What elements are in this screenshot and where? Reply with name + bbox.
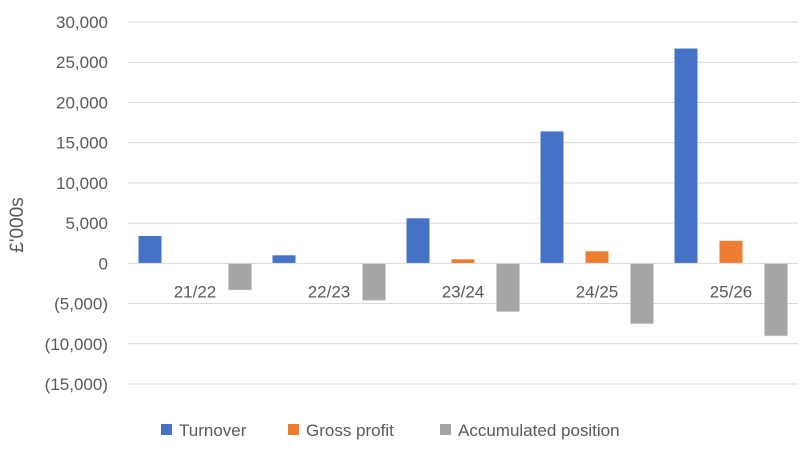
legend-label: Accumulated position: [458, 421, 620, 440]
bar-gross-profit-23-24: [451, 259, 475, 264]
category-label: 23/24: [442, 282, 485, 301]
y-tick-label: 10,000: [56, 174, 108, 193]
y-tick-label: (15,000): [45, 375, 108, 394]
y-tick-label: 15,000: [56, 134, 108, 153]
category-label: 25/26: [710, 282, 753, 301]
legend-label: Gross profit: [306, 421, 394, 440]
y-tick-label: 20,000: [56, 93, 108, 112]
bar-turnover-24-25: [540, 131, 564, 264]
y-axis-label: £'000s: [7, 197, 28, 252]
category-labels: 21/22 22/23 23/24 24/25 25/26: [174, 282, 753, 301]
y-tick-label: 0: [99, 254, 108, 273]
y-tick-label: (10,000): [45, 335, 108, 354]
bar-turnover-25-26: [674, 48, 698, 264]
bar-gross-profit-24-25: [585, 251, 609, 264]
bar-accumulated-position-23-24: [496, 263, 520, 312]
gridlines: [128, 21, 798, 385]
category-label: 21/22: [174, 282, 217, 301]
bar-accumulated-position-22-23: [362, 263, 386, 301]
y-tick-label: 5,000: [65, 214, 108, 233]
legend-label: Turnover: [179, 421, 247, 440]
y-axis-ticks: 30,000 25,000 20,000 15,000 10,000 5,000 0 (5,0…: [45, 13, 108, 394]
category-label: 24/25: [576, 282, 619, 301]
legend: Turnover Gross profit Accumulated position: [161, 421, 620, 440]
bar-accumulated-position-24-25: [630, 263, 654, 324]
legend-swatch: [161, 424, 172, 435]
bar-turnover-21-22: [138, 235, 162, 264]
bar-gross-profit-25-26: [719, 240, 743, 264]
bar-turnover-22-23: [272, 255, 296, 264]
legend-swatch: [288, 424, 299, 435]
y-tick-label: (5,000): [54, 295, 108, 314]
legend-swatch: [440, 424, 451, 435]
bar-turnover-23-24: [406, 218, 430, 264]
bar-accumulated-position-25-26: [764, 263, 788, 336]
bars: [138, 48, 788, 336]
y-tick-label: 30,000: [56, 13, 108, 32]
bar-accumulated-position-21-22: [228, 263, 252, 290]
y-tick-label: 25,000: [56, 53, 108, 72]
category-label: 22/23: [308, 282, 351, 301]
